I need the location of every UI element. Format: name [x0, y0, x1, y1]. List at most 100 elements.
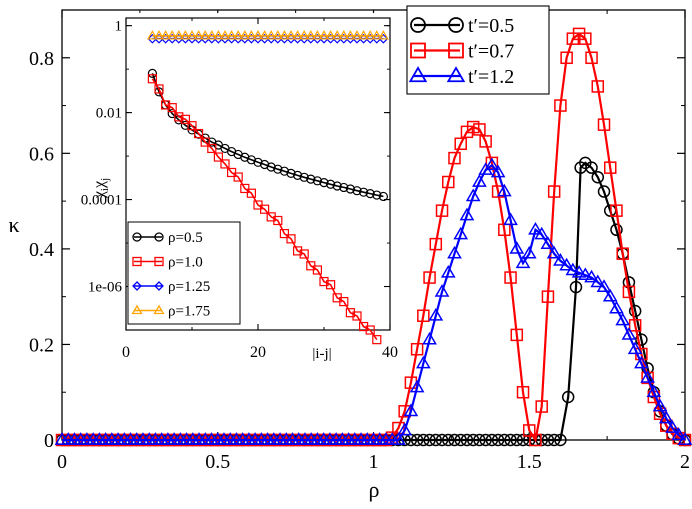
inset-legend-label: ρ=0.5 [168, 230, 203, 246]
inset-data-point [252, 30, 264, 40]
inset-data-point [273, 215, 283, 226]
inset-x-tick-label: 40 [382, 344, 398, 361]
main-legend-label: t′=0.7 [468, 41, 514, 63]
inset-data-point [339, 182, 349, 193]
inset-data-point [147, 74, 157, 84]
inset-data-point [180, 120, 190, 130]
main-data-point [453, 226, 469, 240]
main-legend-marker-right [448, 17, 464, 33]
inset-data-point [352, 186, 362, 196]
inset-data-point [305, 30, 317, 40]
inset-y-tick-label: 0.01 [96, 106, 122, 122]
main-legend-marker-left [410, 17, 426, 33]
inset-data-point [293, 170, 303, 180]
main-data-point [577, 267, 593, 281]
inset-y-label-sub-j: j [99, 178, 111, 182]
main-data-point [665, 420, 680, 433]
main-data-point [484, 157, 500, 171]
main-data-point [554, 99, 567, 112]
inset-y-label-chi-1: χ [91, 190, 108, 199]
inset-data-point [174, 112, 184, 122]
inset-legend-marker-left [132, 232, 142, 242]
main-x-tick-label: 0 [57, 451, 67, 473]
inset-data-point [246, 188, 256, 198]
main-x-tick-label: 0.5 [205, 451, 230, 473]
main-data-point [547, 433, 561, 447]
inset-data-point [232, 30, 244, 40]
inset-data-point [352, 311, 362, 321]
main-data-point [429, 433, 443, 447]
inset-data-point [326, 179, 336, 189]
main-data-point [422, 331, 437, 345]
main-x-tick-label: 2 [680, 451, 690, 473]
main-data-point [516, 385, 530, 399]
inset-data-point [286, 168, 296, 178]
main-data-point [423, 433, 436, 447]
inset-data-point [186, 30, 198, 40]
inset-legend-box [127, 221, 241, 325]
main-data-point [534, 226, 550, 240]
main-data-point [429, 237, 443, 251]
main-data-point [415, 355, 431, 369]
main-data-point [459, 207, 475, 221]
main-data-point [547, 185, 561, 198]
main-data-point [585, 161, 598, 174]
main-data-point [622, 285, 636, 299]
inset-data-point [147, 68, 157, 78]
main-data-point [504, 433, 517, 447]
inset-data-point [226, 30, 238, 40]
main-data-point [596, 279, 612, 292]
inset-y-axis-label: χiχj [91, 178, 111, 199]
inset-data-point [351, 30, 363, 40]
inset-x-axis-label: |i-j| [312, 346, 331, 362]
inset-data-point [273, 164, 283, 174]
inset-data-point [260, 204, 270, 214]
main-plot: 0 0.5 1 1.5 200.20.40.60.8 ρ κ [8, 9, 692, 502]
inset-legend-label: ρ=1.0 [168, 255, 203, 271]
inset-data-point [377, 30, 389, 40]
main-data-point [640, 370, 655, 383]
inset-data-point [372, 190, 382, 200]
inset-data-point [246, 155, 256, 165]
inset-data-point [272, 30, 284, 40]
inset-data-point [312, 176, 322, 186]
inset-data-point [345, 308, 355, 318]
inset-legend-marker-right [154, 281, 164, 291]
main-data-point [521, 245, 537, 259]
main-y-axis-label: κ [8, 212, 19, 237]
inset-data-point [372, 335, 382, 345]
inset-data-point [371, 30, 383, 40]
main-x-tick-label: 1 [369, 451, 379, 473]
main-data-point [410, 342, 424, 356]
inset-y-tick-label: 1e-06 [88, 280, 123, 296]
inset-data-point [279, 228, 289, 239]
main-legend-label: t′=0.5 [468, 15, 514, 37]
main-data-point [616, 247, 629, 260]
inset-legend-items: ρ=0.5 ρ=1.0 ρ=1.25 ρ=1.75 [131, 230, 210, 320]
main-data-point [435, 433, 449, 447]
main-data-point [603, 161, 617, 174]
main-data-point [496, 183, 512, 197]
main-data-point [490, 164, 506, 178]
inset-data-point [285, 30, 297, 40]
main-data-point [569, 280, 583, 294]
main-y-tick-label: 0.6 [29, 143, 54, 165]
inset-data-point [213, 152, 223, 162]
inset-data-point [240, 183, 250, 194]
inset-data-point [146, 30, 158, 40]
inset-legend-marker-right [154, 256, 164, 267]
main-data-point [410, 433, 424, 447]
inset-legend: ρ=0.5 ρ=1.0 ρ=1.25 ρ=1.75 [127, 221, 241, 325]
main-legend-label: t′=1.2 [468, 66, 514, 88]
inset-data-point [358, 30, 370, 40]
main-data-point [541, 433, 555, 447]
inset-data-point [167, 103, 177, 113]
inset-data-point [286, 234, 296, 244]
main-data-point [465, 188, 481, 202]
inset-data-point [365, 189, 375, 199]
inset-data-point [312, 265, 322, 275]
main-data-point [528, 221, 543, 235]
inset-data-point [173, 30, 185, 40]
main-data-point [646, 384, 662, 398]
main-x-axis-label: ρ [369, 477, 380, 502]
